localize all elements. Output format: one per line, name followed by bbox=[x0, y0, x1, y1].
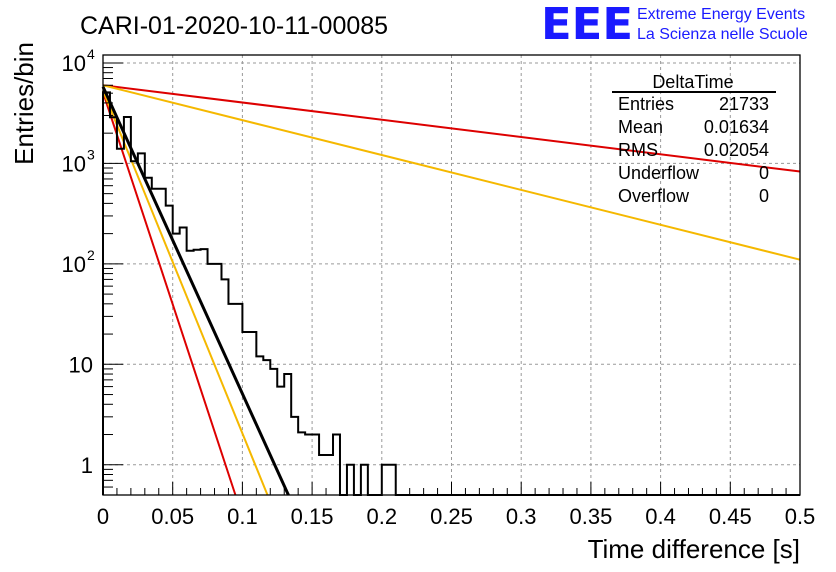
stats-rows: Entries 21733 Mean 0.01634 RMS 0.02054Underfl… bbox=[618, 94, 769, 206]
y-tick-exponent: 2 bbox=[87, 247, 95, 263]
stats-title: DeltaTime bbox=[652, 72, 733, 92]
y-tick-label: 1 bbox=[81, 453, 93, 478]
chart-title: CARI-01-2020-10-11-00085 bbox=[80, 12, 388, 40]
axis-ticks bbox=[102, 62, 801, 496]
y-axis-title: Entries/bin bbox=[9, 42, 39, 165]
eee-logo-mark: EEE bbox=[541, 0, 633, 50]
stats-label: Entries bbox=[618, 94, 674, 114]
stats-label: RMS bbox=[618, 140, 658, 160]
y-tick-exponent: 4 bbox=[87, 46, 95, 62]
stats-value: 21733 bbox=[719, 94, 769, 114]
x-tick-label: 0.3 bbox=[506, 504, 537, 529]
x-tick-labels: 0 0.05 0.1 0.15 0.2 0.25 0.3 0.35 0.4 0.45 0.5 bbox=[97, 504, 815, 529]
stats-label: Mean bbox=[618, 117, 663, 137]
y-tick-label: 10 bbox=[69, 352, 93, 377]
stats-value: 0 bbox=[759, 163, 769, 183]
y-tick-label: 10 bbox=[62, 252, 86, 277]
x-tick-label: 0.05 bbox=[151, 504, 194, 529]
stats-value: 0.01634 bbox=[704, 117, 769, 137]
x-tick-label: 0.4 bbox=[645, 504, 676, 529]
eee-logo: EEE Extreme Energy Events La Scienza nel… bbox=[541, 0, 808, 50]
fit-curve-black bbox=[101, 86, 290, 496]
stats-label: Underflow bbox=[618, 163, 700, 183]
fit-curve-red bbox=[102, 84, 801, 173]
x-tick-label: 0.15 bbox=[291, 504, 334, 529]
eee-logo-line2: La Scienza nelle Scuole bbox=[637, 26, 808, 43]
fit-curve-orange bbox=[102, 84, 801, 261]
stats-label: Overflow bbox=[618, 186, 690, 206]
x-tick-label: 0.5 bbox=[785, 504, 816, 529]
y-tick-exponent: 3 bbox=[87, 146, 95, 162]
x-tick-label: 0.2 bbox=[367, 504, 398, 529]
y-tick-label: 10 bbox=[62, 51, 86, 76]
fit-curve-red bbox=[102, 92, 237, 496]
grid bbox=[103, 55, 800, 495]
x-tick-label: 0.45 bbox=[709, 504, 752, 529]
stats-value: 0.02054 bbox=[704, 140, 769, 160]
y-tick-label: 10 bbox=[62, 151, 86, 176]
x-tick-label: 0 bbox=[97, 504, 109, 529]
stats-box: DeltaTime Entries 21733 Mean 0.01634 RMS 0.02… bbox=[612, 72, 776, 206]
x-tick-label: 0.35 bbox=[569, 504, 612, 529]
x-axis-title: Time difference [s] bbox=[588, 534, 800, 564]
x-tick-label: 0.1 bbox=[227, 504, 258, 529]
stats-value: 0 bbox=[759, 186, 769, 206]
eee-logo-line1: Extreme Energy Events bbox=[637, 6, 805, 23]
x-tick-label: 0.25 bbox=[430, 504, 473, 529]
